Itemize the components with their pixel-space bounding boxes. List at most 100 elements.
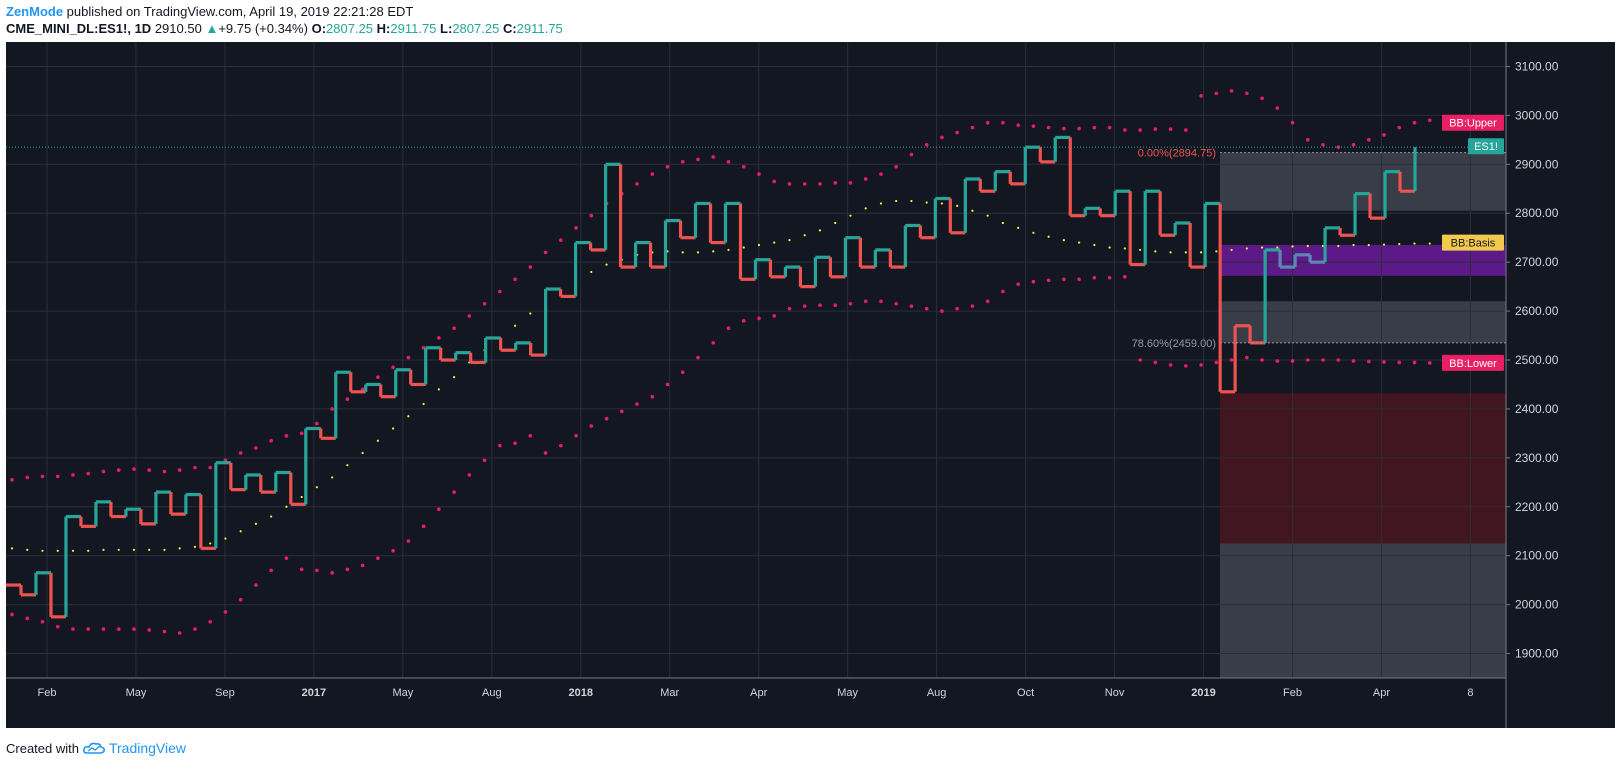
bb-upper-dot: [818, 182, 822, 186]
bb-upper-dot: [940, 135, 944, 140]
bb-upper-dot: [1138, 128, 1142, 132]
bb-lower-dot: [940, 309, 944, 313]
bb-upper-dot: [1229, 89, 1234, 93]
bb-lower-dot: [299, 567, 304, 572]
bb-basis-dot: [26, 548, 29, 551]
bb-basis-dot: [422, 402, 425, 406]
bb-upper-dot: [1397, 125, 1402, 130]
bb-upper-dot: [848, 181, 853, 185]
bb-lower-dot: [1351, 359, 1356, 363]
bb-basis-dot: [1154, 250, 1157, 253]
x-tick-label: Mar: [660, 687, 679, 699]
bb-lower-dot: [589, 424, 594, 428]
fib-level-label: 0.00%(2894.75): [1138, 148, 1216, 160]
chart-area[interactable]: 3100.00 3000.00 2900.00 2800.00 2700.00 2600.…: [0, 42, 1615, 728]
bb-lower-dot: [1412, 360, 1417, 365]
bb-lower-dot: [482, 458, 487, 463]
bb-upper-dot: [269, 438, 273, 443]
bb-lower-dot: [772, 314, 777, 318]
bb-upper-dot: [1214, 91, 1219, 96]
y-tick-label: 3100.00: [1515, 59, 1559, 73]
bb-upper-dot: [208, 465, 212, 470]
bb-basis-dot: [315, 486, 318, 489]
bb-lower-dot: [1046, 278, 1051, 283]
bb-lower-dot: [177, 631, 182, 635]
bb-basis-dot: [224, 537, 227, 540]
bb-lower-dot: [650, 394, 655, 399]
bb-upper-dot: [315, 421, 319, 426]
bb-basis-dot: [437, 388, 440, 391]
bb-basis-dot: [392, 427, 395, 430]
bb-upper-dot: [559, 238, 563, 242]
bb-lower-dot: [1290, 359, 1295, 363]
bb-basis-dot: [41, 549, 44, 552]
bb-lower-dot: [40, 619, 45, 624]
bb-lower-dot: [269, 568, 273, 573]
bb-lower-dot: [1001, 289, 1005, 294]
bb-upper-dot: [757, 172, 761, 176]
bb-basis-dot: [361, 451, 364, 455]
x-tick-label: May: [392, 687, 413, 699]
bb-upper-dot: [391, 365, 395, 370]
high-value: 2911.75: [390, 21, 437, 36]
bb-upper-dot: [955, 130, 959, 135]
bb-lower-dot: [55, 624, 60, 629]
bb-lower-dot: [543, 451, 548, 455]
bb-upper-dot: [71, 473, 75, 477]
bb-basis-dot: [270, 515, 273, 518]
bb-lower-dot: [863, 299, 868, 304]
tradingview-link[interactable]: TradingView: [108, 740, 187, 756]
bb-basis-dot: [849, 214, 852, 217]
y-tick-label: 2200.00: [1515, 500, 1559, 514]
bb-upper-dot: [132, 467, 136, 471]
series-label-tag: [1442, 114, 1504, 131]
author-link[interactable]: ZenMode: [6, 4, 64, 19]
y-tick-label: 2900.00: [1515, 157, 1559, 171]
bb-basis-dot: [1108, 246, 1111, 249]
bb-upper-dot: [1199, 94, 1203, 98]
x-tick-label: Apr: [1373, 687, 1390, 699]
fib-zone: [1220, 152, 1506, 211]
bb-basis-dot: [178, 547, 181, 550]
y-tick-label: 2500.00: [1515, 353, 1559, 367]
x-tick-label: Aug: [927, 687, 947, 699]
bb-basis-dot: [590, 270, 593, 274]
x-tick-label: Feb: [1283, 687, 1302, 699]
price-chart[interactable]: 3100.00 3000.00 2900.00 2800.00 2700.00 2600.…: [0, 42, 1615, 728]
bb-lower-dot: [1260, 358, 1264, 362]
bb-lower-dot: [1077, 277, 1081, 282]
bb-lower-dot: [86, 627, 91, 631]
bb-upper-dot: [1351, 142, 1356, 147]
bb-upper-dot: [284, 434, 289, 438]
bb-upper-dot: [1321, 142, 1325, 147]
y-tick-label: 2000.00: [1515, 598, 1559, 612]
bb-upper-dot: [863, 177, 868, 181]
bb-upper-dot: [894, 164, 898, 169]
bb-lower-dot: [452, 490, 456, 494]
bb-upper-dot: [802, 182, 807, 186]
bb-lower-dot: [147, 628, 152, 632]
bb-lower-dot: [1229, 358, 1234, 362]
bb-basis-dot: [986, 214, 989, 217]
x-tick-label: Sep: [215, 687, 235, 699]
bb-upper-dot: [1046, 125, 1051, 130]
x-tick-label: 2017: [302, 687, 326, 699]
bb-lower-dot: [726, 326, 731, 331]
bb-lower-dot: [406, 539, 411, 543]
bb-lower-dot: [284, 556, 289, 560]
footer-prefix: Created with: [6, 740, 79, 756]
bb-basis-dot: [1245, 247, 1248, 250]
series-label-text: BB:Upper: [1449, 118, 1497, 130]
bb-upper-dot: [1290, 120, 1295, 125]
bb-basis-dot: [1367, 243, 1370, 247]
close-value: 2911.75: [516, 21, 563, 36]
bb-lower-dot: [559, 443, 563, 448]
bb-upper-dot: [528, 265, 533, 269]
x-tick-label: Oct: [1017, 687, 1034, 699]
bb-upper-dot: [101, 469, 106, 474]
bb-upper-dot: [116, 468, 121, 472]
bb-upper-dot: [924, 142, 929, 147]
bb-upper-dot: [1016, 123, 1020, 127]
bb-lower-dot: [1382, 360, 1386, 364]
bb-lower-dot: [360, 563, 365, 568]
